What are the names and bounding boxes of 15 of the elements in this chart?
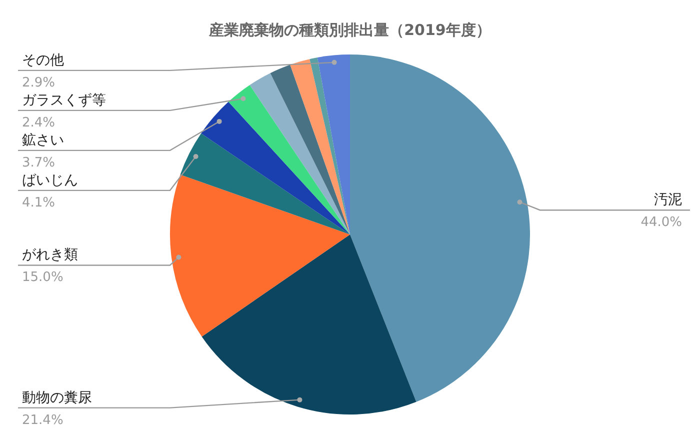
- data-label: 15.0%: [22, 270, 64, 286]
- slice-label: がれき類: [22, 247, 78, 264]
- data-label: 2.9%: [22, 75, 56, 90]
- slice-label: ばいじん: [22, 172, 78, 188]
- data-label: 3.7%: [22, 155, 56, 170]
- slice-label: その他: [22, 52, 64, 68]
- data-label: 4.1%: [22, 195, 56, 210]
- slice-label: 汚泥: [654, 192, 682, 208]
- slice-label: 鉱さい: [22, 132, 64, 148]
- data-label: 44.0%: [640, 215, 682, 230]
- data-label: 21.4%: [22, 412, 64, 428]
- slice-label: 動物の糞尿: [22, 390, 92, 406]
- slice-label: ガラスくず等: [22, 92, 106, 108]
- chart-title: 産業廃棄物の種類別排出量（2019年度）: [208, 20, 491, 39]
- data-label: 2.4%: [22, 115, 56, 130]
